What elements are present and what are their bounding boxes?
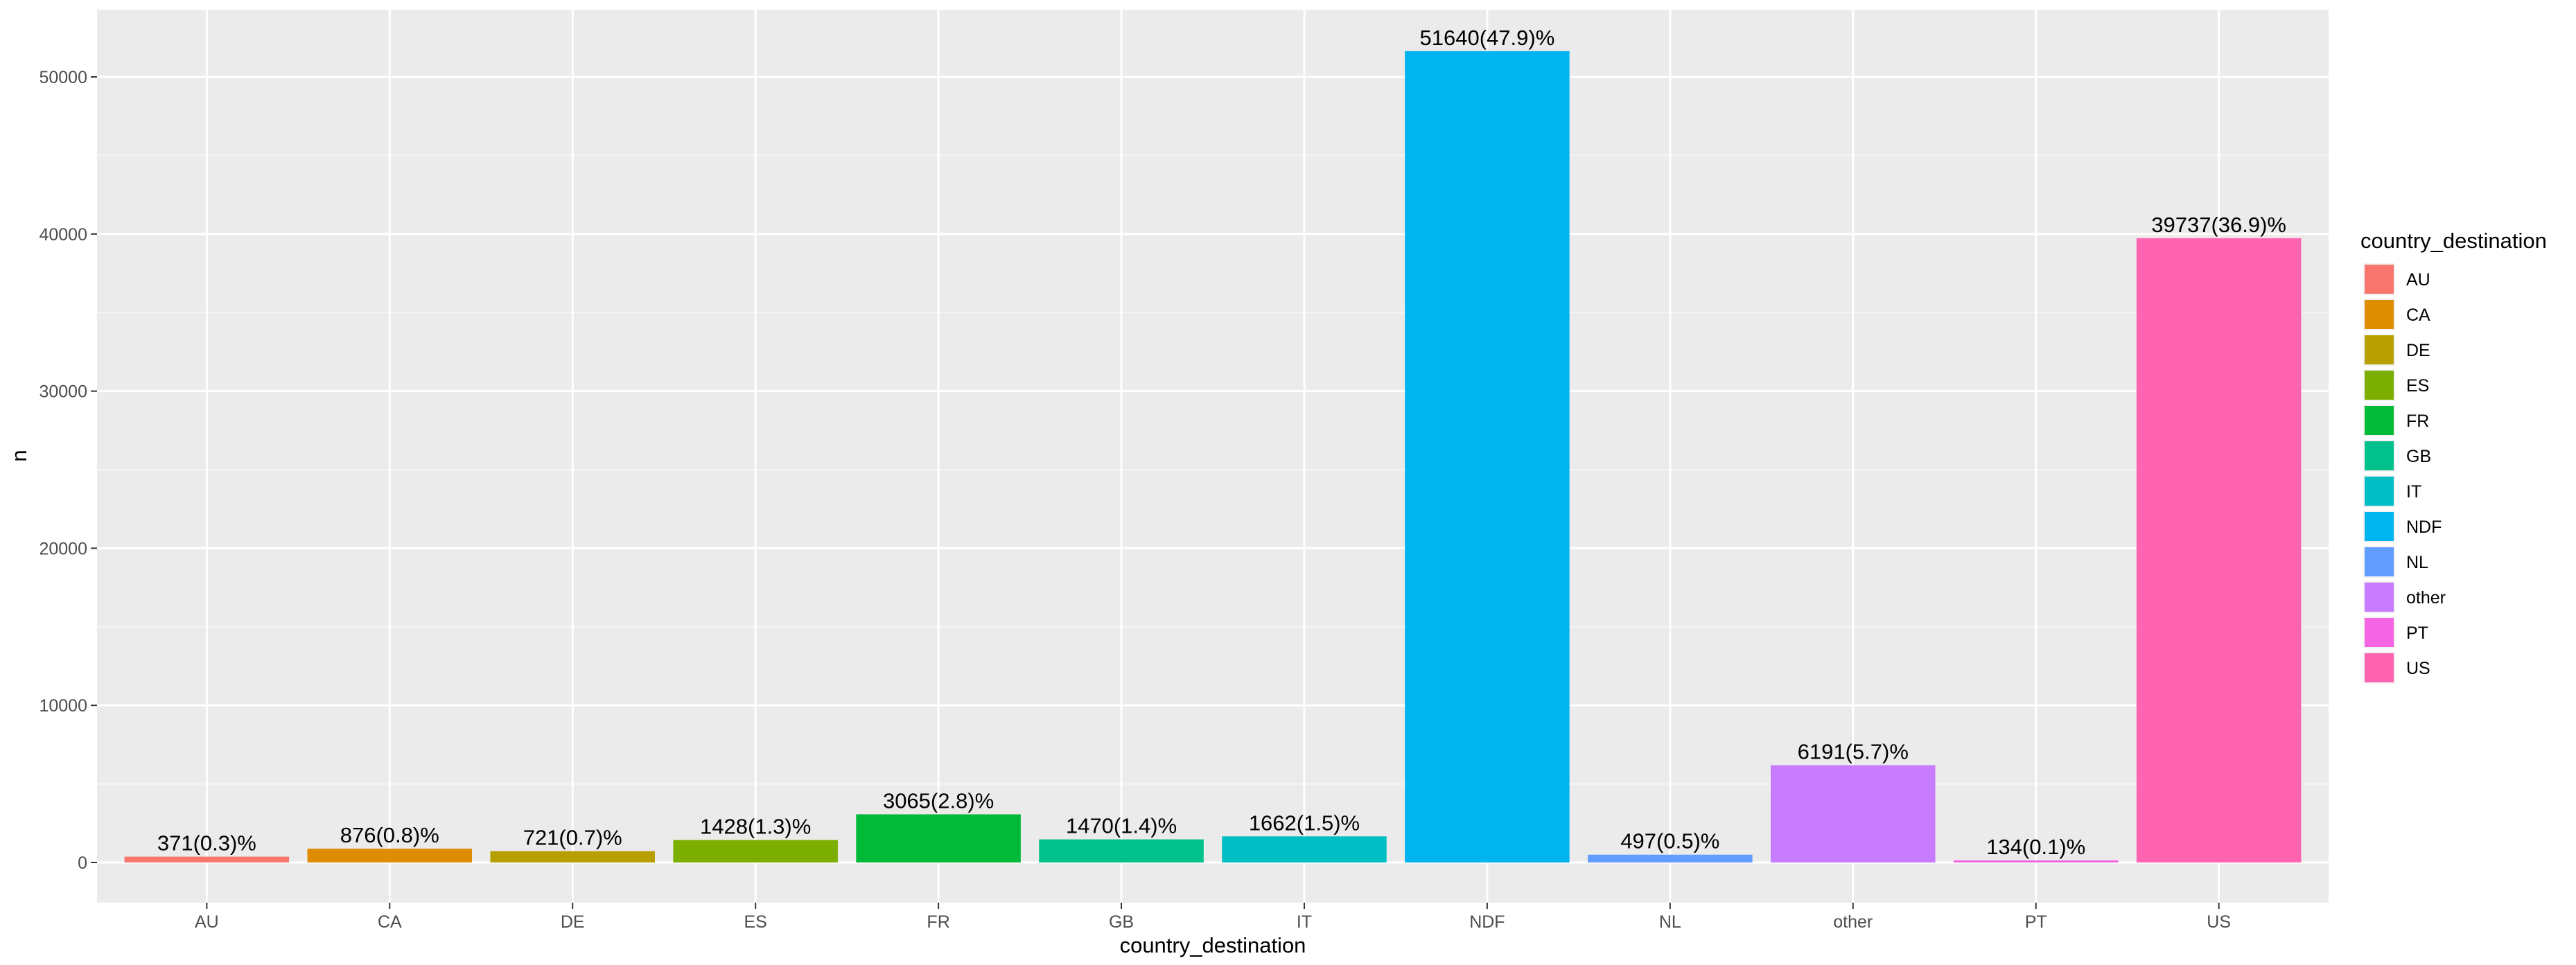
x-axis: AU CA DE ES FR GB IT NDF NL other PT US [195,903,2231,932]
y-axis: 0 10000 20000 30000 40000 50000 [39,68,97,873]
x-tick-label: other [1833,912,1873,932]
legend-item-label: DE [2406,341,2430,360]
data-label: 6191(5.7)% [1798,740,1909,764]
legend-item-label: NDF [2406,517,2442,537]
bar-pt [1953,860,2119,862]
y-tick-label: 10000 [39,696,87,716]
data-label: 497(0.5)% [1620,829,1719,853]
data-label: 721(0.7)% [523,826,622,850]
legend-swatch [2365,512,2394,541]
legend-swatch [2365,441,2394,470]
y-tick-label: 40000 [39,225,87,245]
legend-swatch [2365,265,2394,294]
y-tick-label: 30000 [39,382,87,402]
x-tick-label: AU [195,912,219,932]
legend-swatch [2365,583,2394,612]
bar-ndf [1405,51,1570,862]
y-axis-title: n [7,450,31,461]
legend: country_destination AU CA DE ES FR GB IT NDF NL o… [2360,229,2547,684]
bars [124,51,2302,862]
data-label: 876(0.8)% [340,823,439,847]
x-axis-title: country_destination [1120,933,1306,957]
legend-swatch [2365,653,2394,682]
legend-swatch [2365,547,2394,576]
data-label: 1662(1.5)% [1249,811,1360,835]
legend-title: country_destination [2360,229,2547,253]
bar-gb [1039,839,1204,862]
data-label: 371(0.3)% [157,831,256,856]
x-tick-label: NL [1659,912,1681,932]
legend-item-label: NL [2406,553,2428,572]
legend-item-label: ES [2406,376,2429,396]
bar-other [1771,765,1936,862]
x-tick-label: IT [1297,912,1312,932]
legend-item-label: IT [2406,482,2421,502]
x-tick-label: PT [2025,912,2047,932]
legend-swatch [2365,618,2394,647]
bar-it [1222,836,1387,862]
legend-item-label: other [2406,588,2446,608]
data-labels: 371(0.3)% 876(0.8)% 721(0.7)% 1428(1.3)% 306… [157,26,2286,859]
plot-panel [97,10,2329,903]
x-tick-label: GB [1109,912,1134,932]
legend-item-label: PT [2406,623,2428,643]
data-label: 1470(1.4)% [1066,814,1177,838]
legend-item-label: AU [2406,270,2430,290]
x-tick-label: DE [561,912,585,932]
x-tick-label: CA [378,912,402,932]
bar-au [124,856,290,862]
legend-item-label: US [2406,659,2430,678]
legend-swatch [2365,477,2394,506]
bar-es [673,840,838,862]
legend-item-label: GB [2406,447,2431,466]
x-tick-label: NDF [1469,912,1505,932]
data-label: 1428(1.3)% [700,815,811,839]
y-tick-label: 0 [78,853,87,873]
legend-swatch [2365,406,2394,435]
x-tick-label: FR [927,912,949,932]
bar-fr [856,814,1021,862]
bar-nl [1588,854,1753,862]
legend-swatch [2365,371,2394,400]
bar-ca [307,849,473,862]
data-label: 134(0.1)% [1986,835,2085,859]
x-tick-label: ES [744,912,766,932]
bar-us [2136,238,2302,862]
legend-item-label: FR [2406,411,2429,431]
y-tick-label: 50000 [39,68,87,87]
x-tick-label: US [2207,912,2231,932]
data-label: 3065(2.8)% [883,788,994,813]
legend-swatch [2365,300,2394,329]
bar-de [490,851,655,862]
legend-swatch [2365,335,2394,364]
data-label: 51640(47.9)% [1420,26,1555,50]
data-label: 39737(36.9)% [2151,213,2286,237]
legend-item-label: CA [2406,306,2430,325]
y-tick-label: 20000 [39,539,87,558]
